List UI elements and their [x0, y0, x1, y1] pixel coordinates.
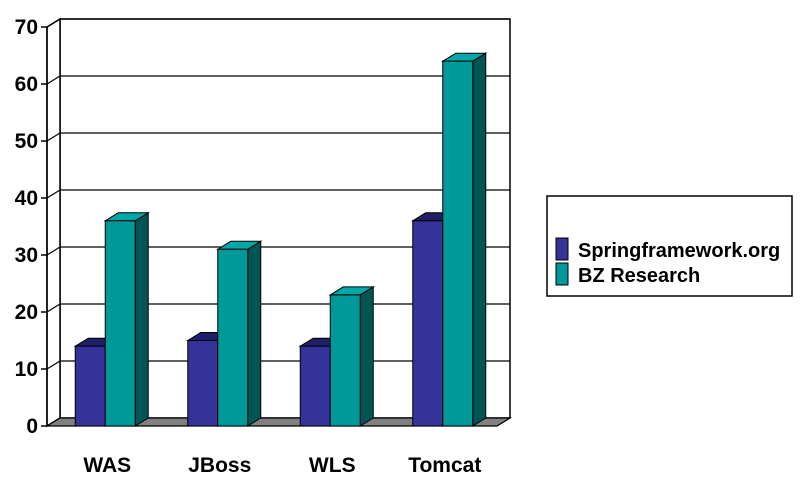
bar-was-bz-research [103, 211, 151, 427]
y-tick-label: 50 [15, 130, 38, 153]
legend-box [546, 195, 793, 297]
legend-swatch-springframework [555, 237, 569, 261]
bar-wls-bz-research [328, 286, 376, 427]
y-tick-label: 10 [15, 358, 38, 381]
bar-side [359, 286, 374, 427]
bar-front [442, 60, 474, 427]
bar-front [74, 345, 106, 427]
legend: Springframework.org BZ Research [546, 195, 793, 297]
legend-label-springframework: Springframework.org [578, 240, 780, 262]
bar-front [412, 220, 444, 427]
bar-tomcat-bz-research [440, 52, 488, 427]
bar-front [217, 248, 249, 427]
gridline-diagonal [46, 303, 61, 313]
gridline-diagonal [46, 246, 61, 256]
y-tick-label: 40 [15, 187, 38, 210]
bar-front [299, 345, 331, 427]
y-tick-label: 70 [15, 16, 38, 39]
bars [73, 52, 488, 427]
x-axis: WAS JBoss WLS Tomcat [83, 454, 481, 477]
gridline-diagonal [46, 132, 61, 142]
x-tick-label: JBoss [188, 454, 251, 477]
legend-swatch-bz-research [555, 262, 569, 286]
y-tick-label: 60 [15, 73, 38, 96]
gridline-diagonal [46, 189, 61, 199]
bar-front [187, 340, 219, 427]
gridline-diagonal [46, 75, 61, 85]
y-tick-label: 20 [15, 301, 38, 324]
gridline-diagonal [46, 360, 61, 370]
bar-jboss-bz-research [215, 240, 263, 427]
legend-label-bz-research: BZ Research [578, 265, 700, 287]
x-tick-label: WAS [83, 454, 131, 477]
y-tick-label: 30 [15, 244, 38, 267]
y-axis: 0 10 20 30 40 50 60 70 [15, 16, 48, 438]
bar-side [134, 211, 149, 427]
x-tick-label: WLS [309, 454, 356, 477]
gridline-diagonal [46, 18, 61, 28]
bar-front [104, 220, 136, 427]
bar-side [247, 240, 262, 427]
y-tick-label: 0 [26, 415, 38, 438]
bar-side [472, 52, 487, 427]
x-tick-label: Tomcat [408, 454, 481, 477]
bar-front [329, 294, 361, 427]
